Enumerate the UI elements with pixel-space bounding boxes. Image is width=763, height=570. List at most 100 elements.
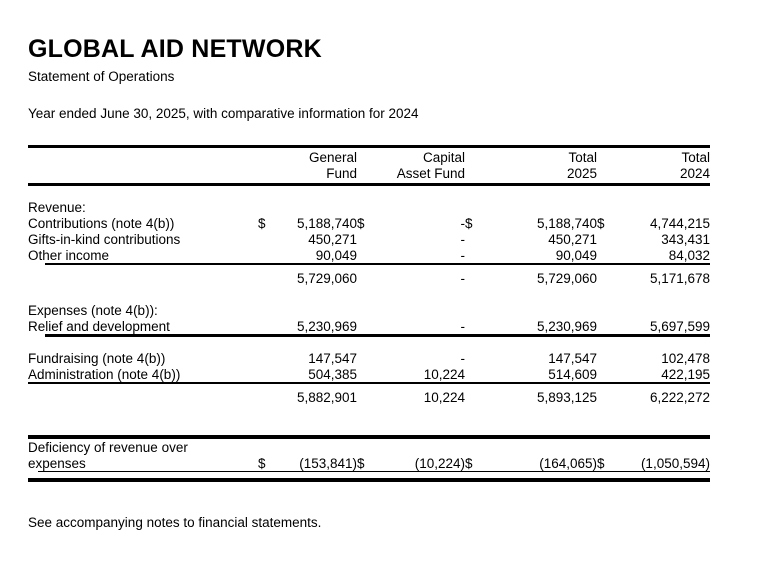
section-label: Expenses (note 4(b)): <box>28 302 158 318</box>
divider-before-deficiency <box>28 434 710 439</box>
row-label: Fundraising (note 4(b)) <box>28 350 166 366</box>
cell-capital-asset-fund: (10,224) <box>414 455 465 471</box>
row-other-income: Other income 90,049 - 90,049 84,032 <box>28 247 710 263</box>
currency-spacer <box>357 247 372 263</box>
row-label <box>28 267 258 286</box>
cell-general-fund: 147,547 <box>308 350 357 366</box>
statement-of-operations-table: General Capital Total Total Fund Asset F… <box>28 144 710 483</box>
cell-general-fund: 90,049 <box>315 247 357 263</box>
column-header-general: General <box>308 149 357 165</box>
currency-spacer <box>465 350 495 366</box>
cell-total-2025: (164,065) <box>539 455 597 471</box>
currency-spacer <box>258 231 272 247</box>
spacer <box>28 286 710 302</box>
currency-symbol: $ <box>597 455 605 471</box>
row-label: Deficiency of revenue over <box>28 439 188 455</box>
column-header-row-2: Fund Asset Fund 2025 2024 <box>28 164 710 186</box>
currency-spacer <box>258 267 272 286</box>
spacer <box>28 338 710 350</box>
spacer <box>28 405 710 435</box>
currency-spacer <box>357 231 372 247</box>
spacer <box>28 184 710 199</box>
page-title: GLOBAL AID NETWORK <box>28 35 322 63</box>
currency-spacer <box>597 386 612 405</box>
cell-total-2024: 343,431 <box>661 231 710 247</box>
column-header-capital: Capital <box>422 149 465 165</box>
currency-spacer <box>357 366 372 382</box>
column-header-2024: 2024 <box>597 164 710 186</box>
currency-symbol: $ <box>258 455 266 471</box>
currency-spacer <box>465 247 495 263</box>
currency-spacer <box>258 318 272 334</box>
row-contributions: Contributions (note 4(b)) $ 5,188,740 $ … <box>28 215 710 231</box>
cell-general-fund: (153,841) <box>299 455 357 471</box>
cell-total-2025: 90,049 <box>555 247 597 263</box>
currency-spacer <box>465 231 495 247</box>
row-label: Gifts-in-kind contributions <box>28 231 181 247</box>
currency-spacer <box>465 386 495 405</box>
column-header-total-2024: Total <box>681 149 710 165</box>
currency-symbol: $ <box>465 455 473 471</box>
column-header-row-1: General Capital Total Total <box>28 146 710 165</box>
cell-capital-asset-fund: 10,224 <box>423 389 465 405</box>
currency-spacer <box>597 267 612 286</box>
cell-capital-asset-fund: 10,224 <box>423 366 465 382</box>
header-spacer <box>28 146 258 165</box>
currency-symbol: $ <box>597 215 605 231</box>
currency-spacer <box>357 386 372 405</box>
divider-relief-subtotal <box>28 333 710 338</box>
cell-total-2024: (1,050,594) <box>640 455 710 471</box>
cell-capital-asset-fund: - <box>460 247 466 263</box>
row-label <box>28 386 258 405</box>
currency-spacer <box>357 267 372 286</box>
row-relief-and-development: Relief and development 5,230,969 - 5,230… <box>28 318 710 334</box>
cell-general-fund: 5,729,060 <box>296 270 357 286</box>
currency-spacer <box>465 366 495 382</box>
cell-total-2025: 5,729,060 <box>536 270 597 286</box>
row-deficiency-line1: Deficiency of revenue over <box>28 439 710 455</box>
section-label: Revenue: <box>28 199 86 215</box>
currency-spacer <box>597 231 612 247</box>
row-revenue-total: 5,729,060 - 5,729,060 5,171,678 <box>28 267 710 286</box>
column-header-2025: 2025 <box>465 164 597 186</box>
cell-general-fund: 5,188,740 <box>296 215 357 231</box>
page-subtitle: Statement of Operations <box>28 68 175 84</box>
column-header-asset-fund: Asset Fund <box>357 164 465 186</box>
cell-general-fund: 5,230,969 <box>296 318 357 334</box>
column-header-total-2025: Total <box>568 149 597 165</box>
currency-spacer <box>597 247 612 263</box>
cell-total-2024: 422,195 <box>661 366 710 382</box>
currency-symbol: $ <box>357 215 365 231</box>
currency-symbol: $ <box>258 215 266 231</box>
currency-spacer <box>258 247 272 263</box>
cell-total-2025: 514,609 <box>548 366 597 382</box>
cell-total-2025: 5,230,969 <box>536 318 597 334</box>
divider-deficiency-underline <box>28 470 710 475</box>
cell-total-2024: 102,478 <box>661 350 710 366</box>
cell-total-2025: 5,893,125 <box>536 389 597 405</box>
currency-spacer <box>357 318 372 334</box>
cell-capital-asset-fund: - <box>460 231 466 247</box>
header-spacer <box>28 164 258 186</box>
cell-capital-asset-fund: - <box>460 215 466 231</box>
row-deficiency: expenses $ (153,841) $ (10,224) $ (164,0… <box>28 455 710 471</box>
row-label: expenses <box>28 455 86 471</box>
cell-total-2025: 450,271 <box>548 231 597 247</box>
currency-spacer <box>597 366 612 382</box>
cell-total-2024: 4,744,215 <box>649 215 710 231</box>
row-label: Relief and development <box>28 318 170 334</box>
cell-capital-asset-fund: - <box>460 270 466 286</box>
row-expenses-total: 5,882,901 10,224 5,893,125 6,222,272 <box>28 386 710 405</box>
cell-total-2025: 147,547 <box>548 350 597 366</box>
currency-symbol: $ <box>465 215 473 231</box>
cell-total-2024: 5,171,678 <box>649 270 710 286</box>
footnote: See accompanying notes to financial stat… <box>28 514 322 530</box>
cell-capital-asset-fund: - <box>460 350 466 366</box>
cell-capital-asset-fund: - <box>460 318 466 334</box>
row-label: Contributions (note 4(b)) <box>28 215 175 231</box>
currency-spacer <box>597 350 612 366</box>
cell-total-2024: 6,222,272 <box>649 389 710 405</box>
column-header-general-fund: Fund <box>258 164 357 186</box>
cell-total-2025: 5,188,740 <box>536 215 597 231</box>
